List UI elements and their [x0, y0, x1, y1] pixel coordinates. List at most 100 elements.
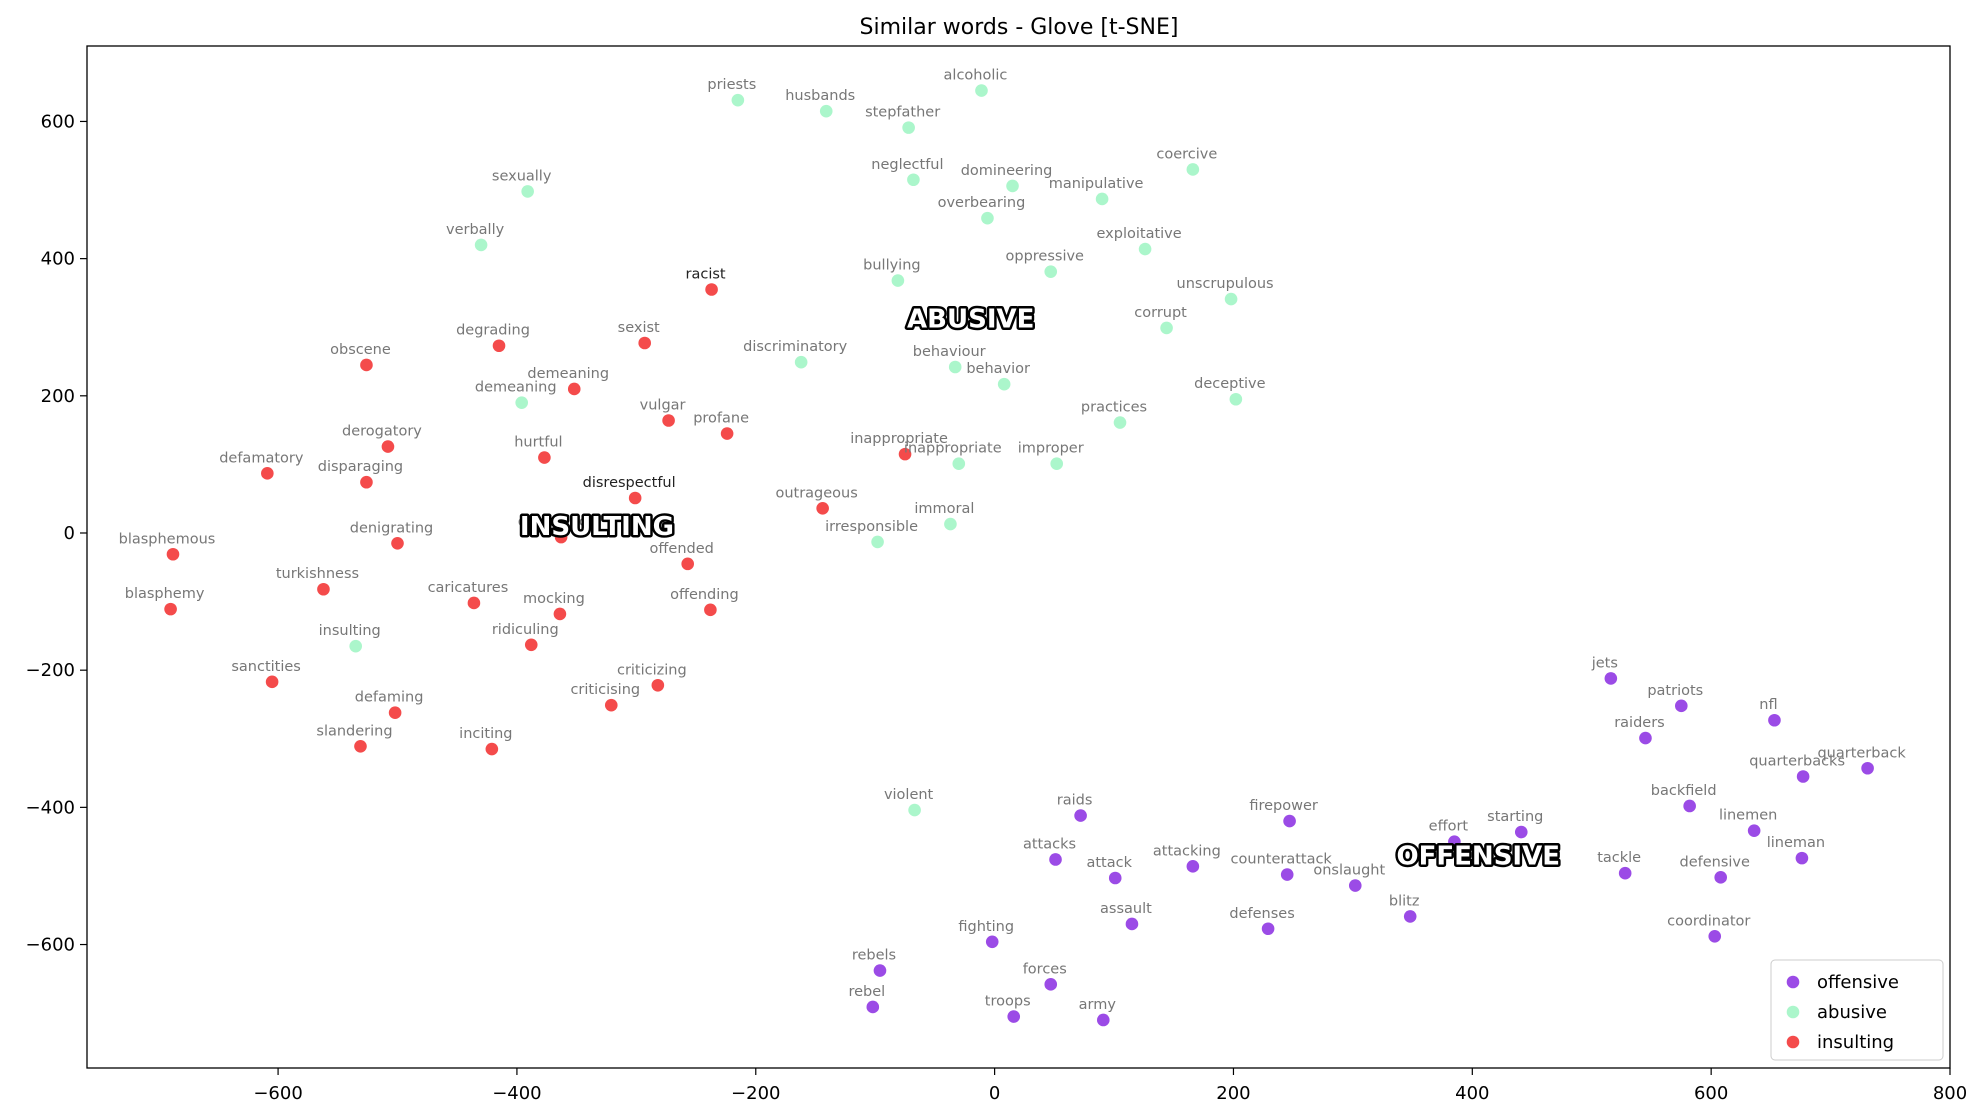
point-label: neglectful [871, 157, 943, 173]
point-insulting [265, 675, 279, 689]
point-abusive [1044, 265, 1058, 278]
cluster-label: OFFENSIVE [1397, 841, 1560, 871]
point-label: slandering [316, 723, 392, 739]
point-offensive [1261, 922, 1275, 936]
point-offensive [1049, 853, 1062, 866]
point-offensive [1768, 713, 1781, 727]
y-tick-label: 400 [41, 249, 75, 270]
point-abusive [1224, 292, 1238, 306]
point-label: violent [884, 787, 934, 803]
point-label: caricatures [428, 580, 509, 596]
point-insulting [554, 530, 568, 544]
point-label: troops [985, 994, 1031, 1010]
point-label: vulgar [640, 398, 686, 414]
point-label: counterattack [1231, 852, 1333, 868]
point-label: attack [1086, 855, 1132, 871]
point-abusive [1113, 416, 1127, 429]
point-label: mocking [523, 591, 585, 607]
point-label: domineering [961, 163, 1053, 179]
point-insulting [638, 336, 652, 350]
point-insulting [388, 706, 402, 720]
point-offensive [1674, 699, 1688, 713]
point-offensive [1348, 879, 1362, 892]
point-offensive [1708, 930, 1722, 943]
point-insulting [317, 582, 330, 596]
point-insulting [524, 638, 538, 652]
y-tick-label: −600 [26, 935, 75, 956]
legend-entry-abusive: abusive [1817, 1002, 1887, 1023]
point-abusive [944, 517, 957, 531]
point-label: assault [1100, 901, 1152, 917]
point-label: racist [686, 266, 726, 282]
point-label: coordinator [1667, 913, 1750, 929]
point-abusive [819, 104, 833, 118]
x-tick-label: −400 [492, 1083, 541, 1104]
point-label: oppressive [1006, 249, 1085, 265]
x-tick-label: 600 [1694, 1083, 1728, 1104]
point-offensive [1618, 866, 1632, 880]
point-abusive [731, 93, 745, 107]
point-abusive [1095, 192, 1109, 206]
point-abusive [1160, 321, 1173, 335]
cluster-label: ABUSIVE [907, 304, 1034, 334]
point-label: discriminatory [743, 339, 847, 355]
point-offensive [1280, 868, 1294, 881]
chart-title: Similar words - Glove [t-SNE] [860, 15, 1179, 40]
point-abusive [997, 377, 1011, 391]
point-offensive [1604, 672, 1618, 685]
point-label: sexually [492, 168, 552, 184]
x-tick-label: 800 [1933, 1083, 1967, 1104]
point-offensive [1683, 799, 1696, 813]
y-tick-label: −400 [26, 797, 75, 818]
point-offensive [1108, 871, 1122, 885]
point-label: inappropriate [850, 431, 948, 447]
point-label: demeaning [475, 380, 557, 396]
point-insulting [604, 698, 618, 712]
point-label: raiders [1614, 715, 1665, 731]
point-label: attacking [1153, 843, 1221, 859]
point-label: improper [1018, 441, 1084, 457]
point-label: forces [1023, 961, 1067, 977]
point-label: derogatory [342, 424, 422, 440]
point-abusive [908, 803, 921, 817]
point-abusive [474, 238, 488, 252]
point-insulting [354, 740, 367, 753]
y-tick-label: 600 [41, 111, 75, 132]
point-label: manipulative [1049, 176, 1144, 192]
point-label: deceptive [1194, 376, 1266, 392]
point-insulting [628, 491, 642, 505]
point-offensive [1514, 825, 1528, 839]
point-label: ridiculing [492, 622, 559, 638]
point-label: profane [693, 411, 749, 427]
point-label: degrading [456, 323, 530, 339]
point-label: behaviour [913, 344, 986, 360]
point-label: raids [1057, 793, 1093, 809]
point-label: verbally [446, 222, 505, 238]
point-label: offending [670, 587, 739, 603]
point-abusive [515, 396, 528, 409]
point-insulting [898, 447, 912, 461]
point-insulting [567, 382, 581, 396]
point-abusive [1186, 163, 1200, 176]
point-label: outrageous [775, 485, 857, 501]
point-label: onslaught [1313, 863, 1385, 879]
point-insulting [662, 414, 675, 427]
point-abusive [952, 457, 966, 471]
point-abusive [1138, 242, 1152, 256]
point-abusive [1229, 392, 1243, 406]
point-label: defaming [355, 690, 424, 706]
point-insulting [553, 607, 567, 621]
point-label: tackle [1597, 850, 1641, 866]
point-label: obscene [330, 342, 391, 358]
point-label: priests [707, 77, 756, 93]
point-insulting [816, 502, 829, 515]
point-label: demeaning [527, 366, 609, 382]
point-label: insulting [319, 623, 381, 639]
point-abusive [794, 355, 808, 369]
point-offensive [1795, 851, 1809, 865]
point-insulting [467, 596, 481, 610]
point-insulting [720, 427, 734, 440]
point-label: starting [1487, 809, 1543, 825]
